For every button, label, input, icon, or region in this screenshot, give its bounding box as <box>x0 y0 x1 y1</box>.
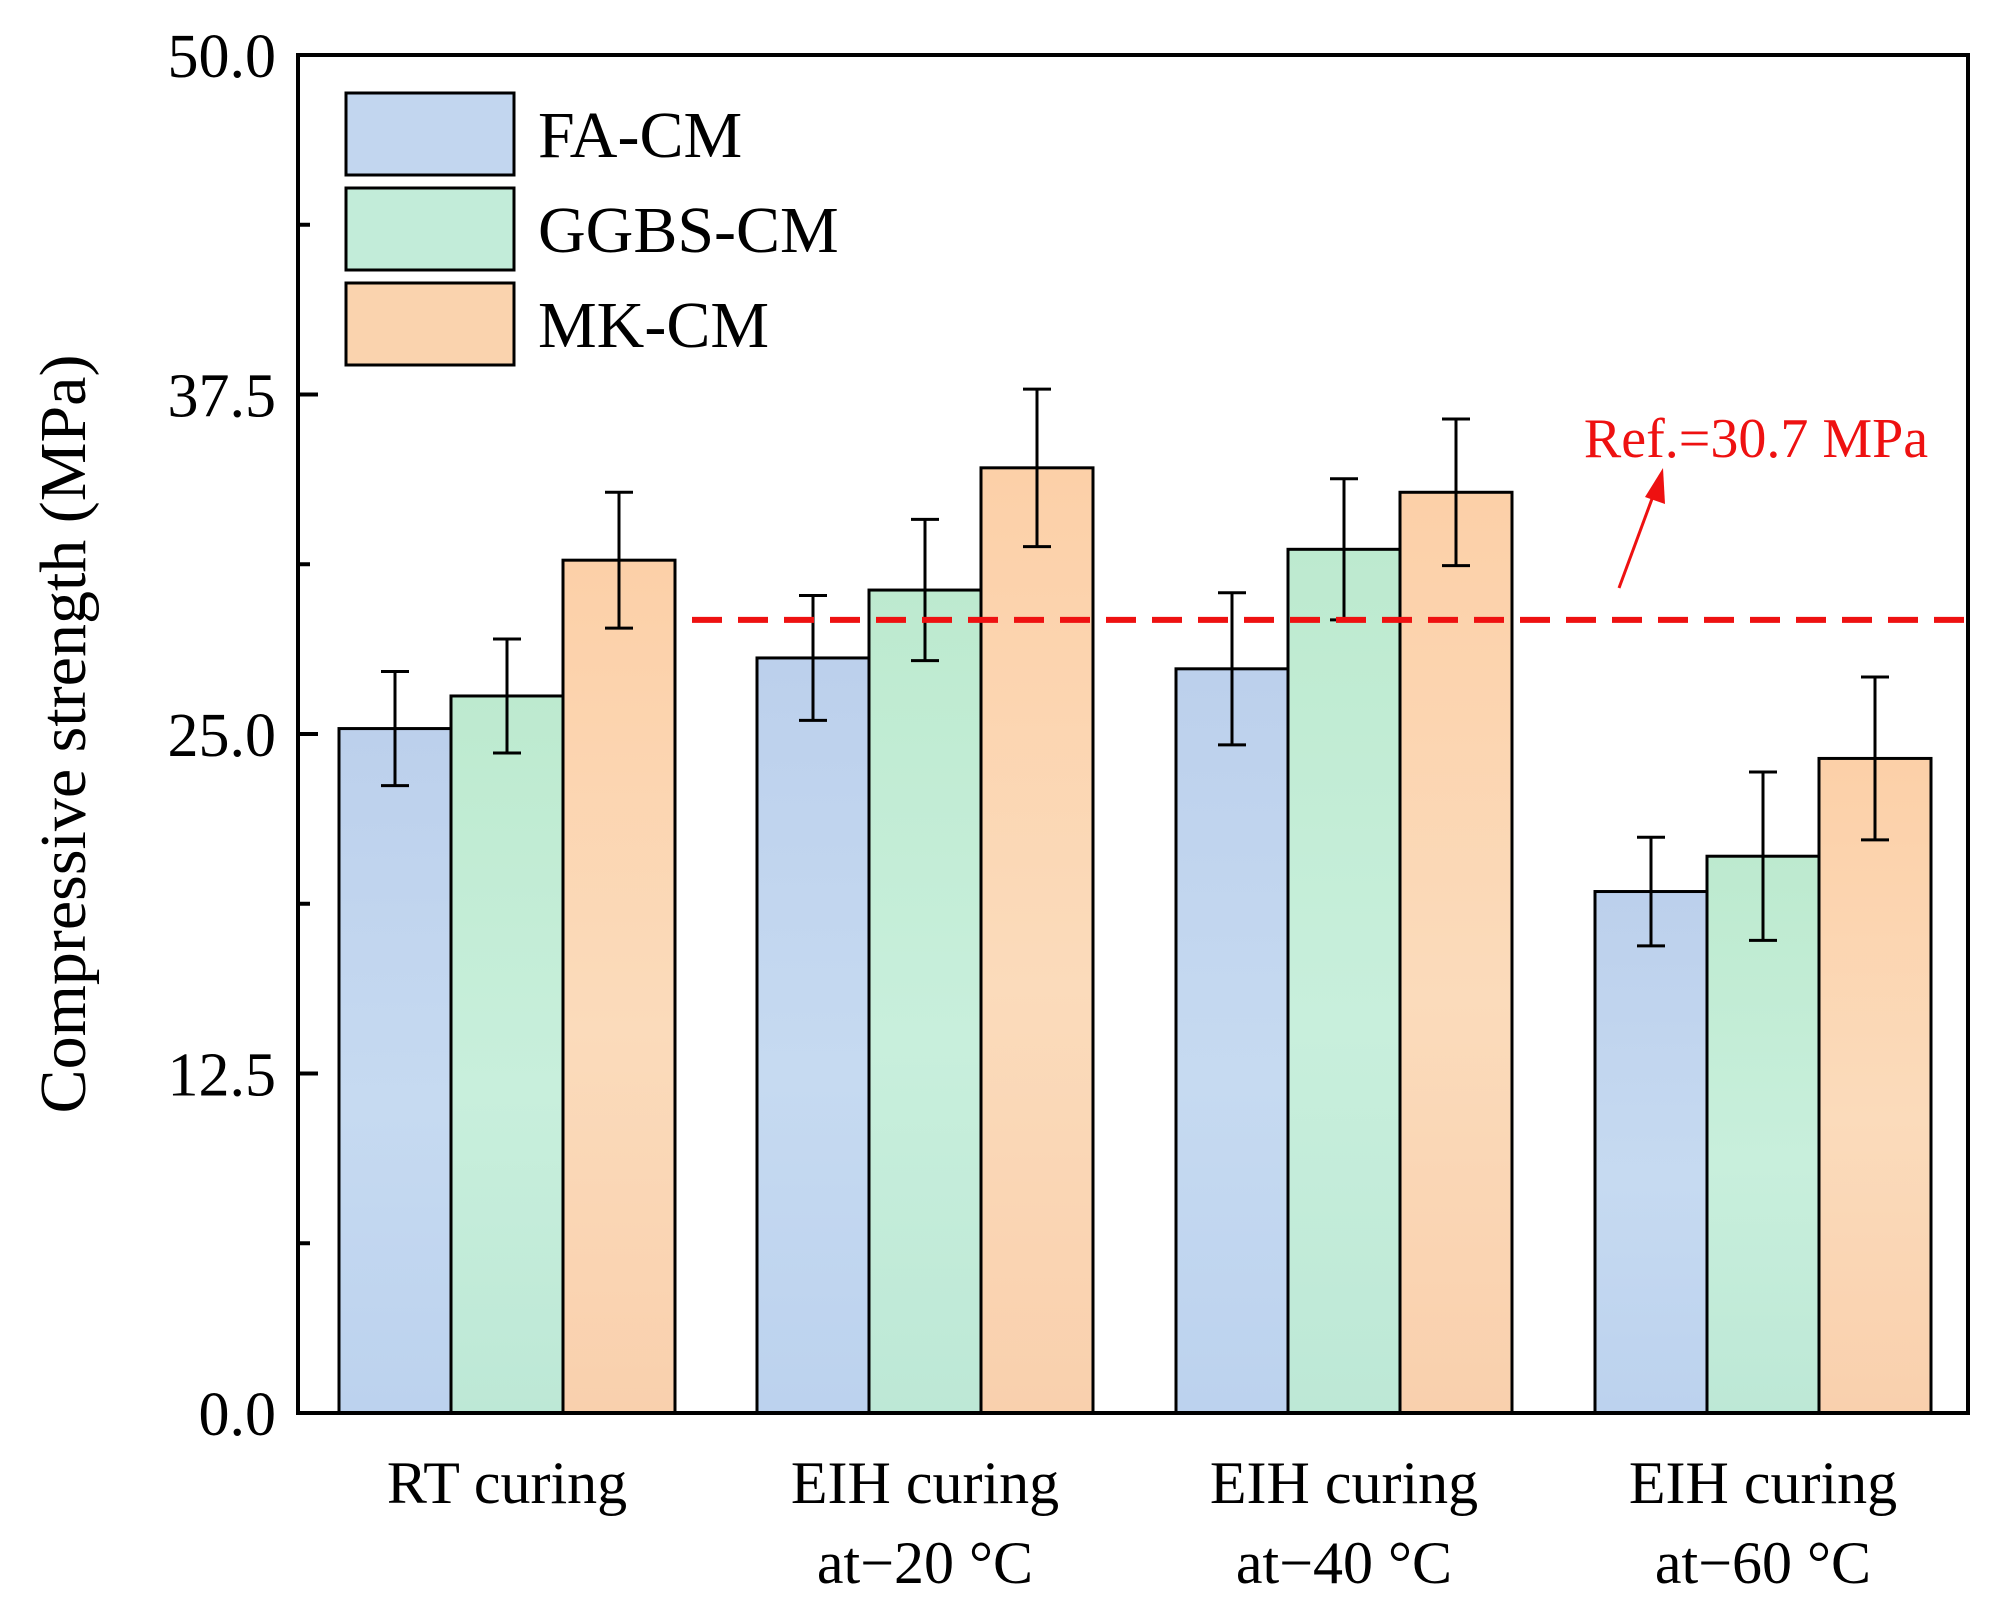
legend: FA-CM GGBS-CM MK-CM <box>344 91 839 367</box>
x-category-label: EIH curing <box>1629 1450 1897 1516</box>
error-bar-mk-cm-0 <box>605 490 633 630</box>
error-bar-ggbs-cm-1 <box>911 517 939 663</box>
error-bar-mk-cm-2 <box>1442 417 1470 568</box>
legend-item-ggbs-cm: GGBS-CM <box>344 186 839 272</box>
error-bars-layer <box>381 387 1889 948</box>
y-axis-ticks: 0.0 12.5 25.0 37.5 50.0 <box>168 23 318 1449</box>
y-tick-label: 12.5 <box>168 1042 277 1110</box>
bar-ggbs-cm-3 <box>1705 854 1821 1415</box>
reference-label: Ref.=30.7 MPa <box>1584 408 1928 470</box>
reference-line-layer: Ref.=30.7 MPa <box>692 408 1966 623</box>
legend-label: GGBS-CM <box>538 194 839 267</box>
y-tick-label: 50.0 <box>168 23 277 91</box>
legend-label: FA-CM <box>538 99 742 172</box>
reference-arrow <box>1617 487 1658 589</box>
error-bar-fa-cm-3 <box>1637 835 1665 948</box>
legend-swatch <box>344 91 516 177</box>
error-bar-fa-cm-1 <box>799 593 827 722</box>
bar-mk-cm-1 <box>979 466 1095 1415</box>
legend-label: MK-CM <box>538 289 769 362</box>
error-bar-mk-cm-3 <box>1861 675 1889 842</box>
bar-mk-cm-3 <box>1817 756 1933 1415</box>
legend-swatch <box>344 186 516 272</box>
x-category-label: EIH curing <box>791 1450 1059 1516</box>
legend-item-fa-cm: FA-CM <box>344 91 742 177</box>
y-tick-label: 25.0 <box>168 702 277 770</box>
error-bar-ggbs-cm-0 <box>493 637 521 755</box>
x-axis-labels: RT curing EIH curing at−20 °C EIH curing at−… <box>387 1450 1897 1596</box>
x-category-label: EIH curing <box>1210 1450 1478 1516</box>
x-category-label: at−40 °C <box>1236 1530 1452 1596</box>
y-tick-label: 0.0 <box>199 1381 277 1449</box>
error-bar-ggbs-cm-3 <box>1749 770 1777 942</box>
bar-mk-cm-0 <box>561 558 677 1415</box>
error-bar-fa-cm-0 <box>381 670 409 788</box>
bar-ggbs-cm-0 <box>449 694 565 1415</box>
bar-fa-cm-2 <box>1174 667 1290 1415</box>
error-bar-mk-cm-1 <box>1023 387 1051 549</box>
bar-fa-cm-3 <box>1593 890 1709 1415</box>
bars-layer <box>337 466 1933 1415</box>
reference-arrow-head <box>1645 468 1665 504</box>
bar-mk-cm-2 <box>1398 490 1514 1415</box>
y-tick-label: 37.5 <box>168 363 277 431</box>
legend-swatch <box>344 281 516 367</box>
bar-ggbs-cm-2 <box>1286 547 1402 1415</box>
bar-fa-cm-0 <box>337 727 453 1415</box>
y-axis-title: Compressive strength (MPa) <box>27 355 100 1114</box>
x-category-label: RT curing <box>387 1450 627 1516</box>
error-bar-fa-cm-2 <box>1218 591 1246 747</box>
x-category-label: at−20 °C <box>817 1530 1033 1596</box>
legend-item-mk-cm: MK-CM <box>344 281 769 367</box>
x-category-label: at−60 °C <box>1655 1530 1871 1596</box>
bar-fa-cm-1 <box>755 656 871 1415</box>
bar-ggbs-cm-1 <box>867 588 983 1415</box>
